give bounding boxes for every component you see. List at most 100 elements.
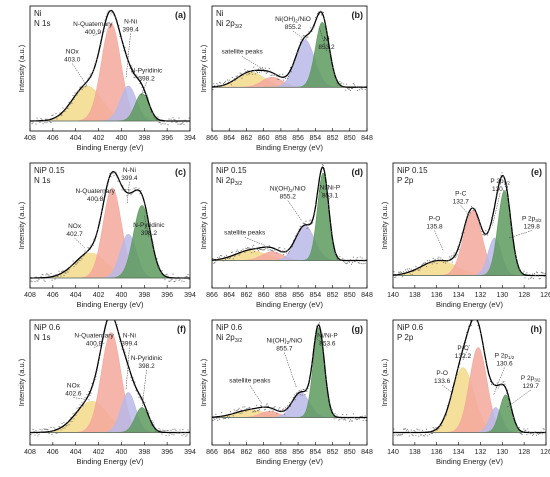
data-point bbox=[78, 407, 80, 409]
data-point bbox=[56, 118, 58, 120]
data-point bbox=[266, 71, 268, 73]
data-point bbox=[399, 271, 401, 273]
data-point bbox=[433, 262, 435, 264]
data-point bbox=[416, 267, 418, 269]
data-point bbox=[331, 60, 333, 63]
data-point bbox=[472, 209, 474, 211]
data-point bbox=[360, 88, 362, 90]
data-point bbox=[470, 205, 472, 208]
data-point bbox=[521, 433, 523, 436]
data-point bbox=[436, 263, 438, 265]
data-point bbox=[104, 19, 106, 21]
data-point bbox=[424, 262, 426, 264]
data-point bbox=[248, 73, 250, 75]
panel-letter: (a) bbox=[175, 10, 186, 20]
data-point bbox=[109, 313, 110, 314]
data-point bbox=[305, 388, 307, 390]
data-point bbox=[518, 268, 520, 270]
peak-label-value: 399.4 bbox=[121, 341, 138, 348]
data-point bbox=[512, 237, 515, 239]
data-point bbox=[224, 256, 226, 258]
data-point bbox=[258, 71, 261, 73]
data-point bbox=[65, 272, 67, 274]
data-point bbox=[113, 174, 115, 177]
data-point bbox=[246, 407, 248, 409]
data-point bbox=[241, 412, 243, 414]
data-point bbox=[150, 424, 152, 426]
data-point bbox=[162, 123, 164, 125]
data-point bbox=[141, 86, 143, 88]
data-point bbox=[178, 432, 180, 435]
data-point bbox=[297, 391, 299, 393]
label-leader-line bbox=[506, 389, 531, 408]
x-axis-label: Binding Energy (eV) bbox=[76, 143, 144, 152]
data-point bbox=[101, 210, 103, 212]
panel-e: 140 138 136 134 132 130 128 126 Binding Energy (… bbox=[380, 162, 550, 309]
data-point bbox=[246, 74, 248, 76]
data-point bbox=[86, 394, 88, 396]
data-point bbox=[165, 120, 167, 122]
data-point bbox=[459, 242, 461, 244]
data-point bbox=[454, 379, 456, 381]
data-point bbox=[83, 255, 85, 257]
x-tick-label: 858 bbox=[275, 292, 287, 299]
data-point bbox=[405, 430, 407, 432]
data-point bbox=[168, 434, 170, 436]
data-point bbox=[263, 70, 265, 72]
x-tick-label: 850 bbox=[344, 449, 356, 456]
data-point bbox=[408, 435, 410, 437]
data-point bbox=[87, 247, 89, 249]
data-point bbox=[322, 12, 324, 14]
data-point bbox=[72, 413, 74, 415]
data-point bbox=[66, 270, 68, 272]
data-point bbox=[79, 86, 81, 88]
data-point bbox=[155, 118, 157, 121]
x-tick-label: 400 bbox=[116, 292, 128, 299]
data-point bbox=[452, 387, 454, 389]
data-point bbox=[219, 82, 221, 84]
data-point bbox=[286, 409, 288, 411]
x-axis-label: Binding Energy (eV) bbox=[256, 300, 324, 309]
data-point bbox=[218, 85, 220, 88]
data-point bbox=[321, 345, 323, 347]
data-point bbox=[120, 37, 122, 39]
data-point bbox=[140, 79, 142, 82]
x-tick-label: 862 bbox=[241, 292, 253, 299]
data-point bbox=[36, 117, 38, 119]
data-point bbox=[183, 280, 185, 283]
data-point bbox=[30, 433, 32, 436]
data-point bbox=[421, 434, 423, 436]
x-tick-label: 136 bbox=[431, 449, 443, 456]
data-point bbox=[241, 250, 243, 252]
data-point bbox=[434, 258, 436, 260]
data-point bbox=[464, 345, 466, 347]
y-axis-label: Intensity (a.u.) bbox=[380, 201, 389, 249]
data-point bbox=[169, 432, 171, 434]
data-point bbox=[413, 268, 415, 270]
peak-label-name: N-Pyridinic bbox=[133, 222, 165, 229]
data-point bbox=[63, 274, 65, 276]
panel-sample-title: Ni bbox=[34, 9, 42, 18]
x-tick-label: 140 bbox=[387, 292, 399, 299]
data-point bbox=[345, 262, 347, 264]
data-point bbox=[37, 119, 39, 121]
axes-frame bbox=[392, 162, 547, 289]
data-point bbox=[167, 275, 169, 277]
data-point bbox=[57, 275, 59, 277]
data-point bbox=[300, 389, 302, 391]
data-point bbox=[126, 195, 128, 197]
data-point bbox=[315, 203, 317, 205]
data-point bbox=[99, 222, 101, 224]
data-point bbox=[542, 428, 544, 430]
data-point bbox=[334, 74, 336, 76]
data-point bbox=[179, 123, 181, 125]
data-point bbox=[283, 79, 285, 81]
data-point bbox=[310, 368, 312, 370]
data-point bbox=[119, 340, 121, 343]
axes-frame bbox=[392, 319, 547, 446]
data-point bbox=[100, 348, 102, 350]
x-tick-label: 856 bbox=[292, 449, 304, 456]
data-point bbox=[305, 38, 307, 40]
data-point bbox=[306, 390, 308, 393]
data-point bbox=[492, 208, 494, 210]
